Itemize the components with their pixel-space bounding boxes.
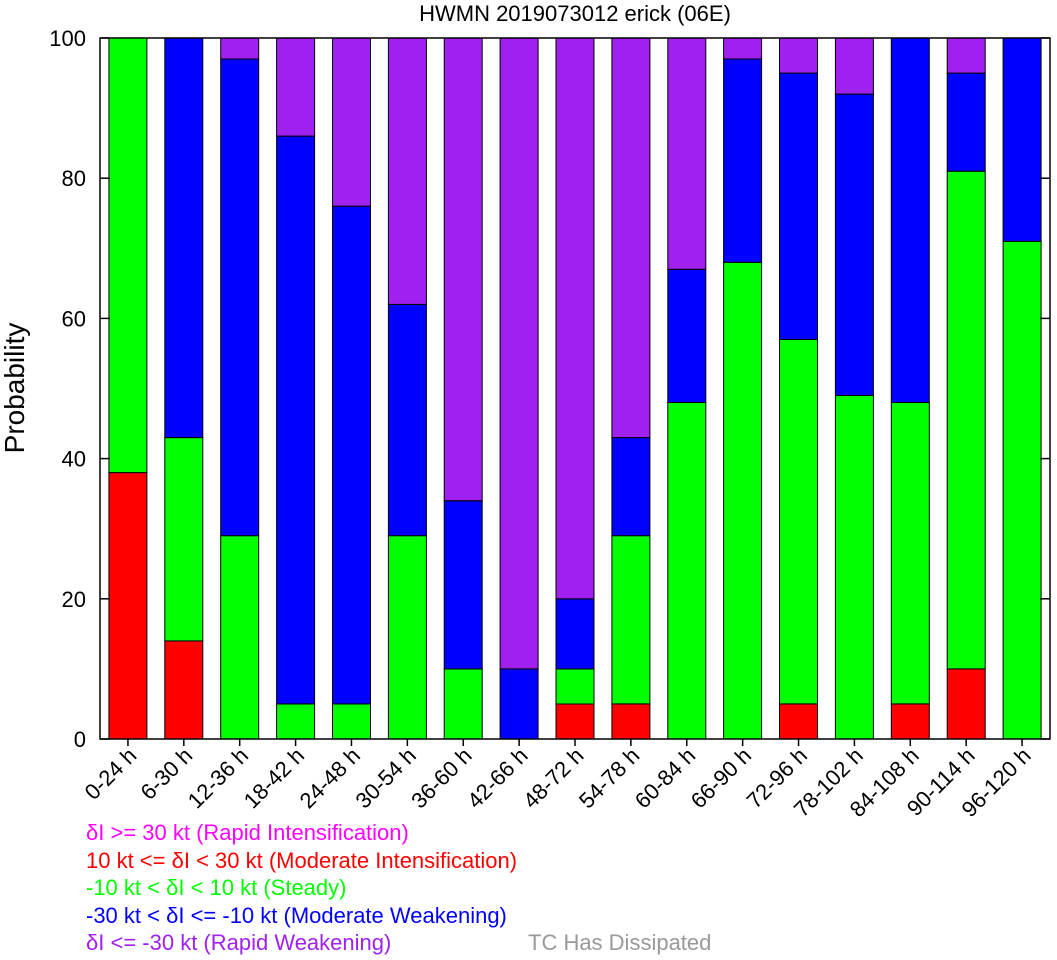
- bar-segment-48-72-h-s1: [555, 668, 595, 705]
- bar-segment-54-78-h-s1: [611, 535, 651, 705]
- bar-segment-90-114-h-s2: [946, 72, 986, 172]
- bar-segment-48-72-h-s0: [555, 703, 595, 740]
- x-tick-label: 0-24 h: [80, 743, 142, 805]
- bar-segment-84-108-h-s1: [890, 402, 930, 705]
- bar-segment-12-36-h-s1: [220, 535, 260, 740]
- y-axis-label: Probability: [0, 323, 30, 454]
- bar-segment-36-60-h-s3: [443, 37, 483, 502]
- legend-entry-steady: -10 kt < δI < 10 kt (Steady): [86, 875, 347, 900]
- bar-segment-96-120-h-s2: [1002, 37, 1042, 242]
- bar-segment-72-96-h-s1: [779, 338, 818, 705]
- bar-segment-36-60-h-s2: [443, 500, 483, 670]
- bar-segment-30-54-h-s2: [387, 303, 427, 537]
- bar-segment-60-84-h-s2: [667, 268, 707, 403]
- bar-segment-54-78-h-s3: [611, 37, 651, 439]
- bar-segment-6-30-h-s0: [164, 640, 204, 740]
- chart-title: HWMN 2019073012 erick (06E): [419, 1, 731, 26]
- x-tick-label: 24-48 h: [295, 743, 365, 813]
- bar-segment-84-108-h-s2: [890, 37, 930, 403]
- legend-note-dissipated: TC Has Dissipated: [528, 930, 712, 955]
- bar-segment-6-30-h-s2: [164, 37, 204, 439]
- bar-segment-72-96-h-s2: [779, 72, 818, 340]
- x-tick-label: 48-72 h: [518, 743, 588, 813]
- bar-segment-72-96-h-s0: [779, 703, 818, 740]
- legend-entry-moderate-intensification: 10 kt <= δI < 30 kt (Moderate Intensific…: [86, 848, 518, 873]
- bar-segment-54-78-h-s2: [611, 437, 651, 537]
- bar-segment-60-84-h-s3: [667, 37, 707, 270]
- bar-segment-0-24-h-s0: [108, 472, 148, 740]
- x-tick-label: 36-60 h: [406, 743, 476, 813]
- bar-segment-66-90-h-s2: [723, 58, 763, 263]
- bar-segment-90-114-h-s1: [946, 170, 986, 670]
- x-tick-label: 66-90 h: [686, 743, 756, 813]
- x-tick-label: 30-54 h: [350, 743, 420, 813]
- bar-segment-96-120-h-s1: [1002, 240, 1042, 740]
- bar-segment-66-90-h-s3: [723, 37, 763, 60]
- bar-segment-84-108-h-s0: [890, 703, 930, 740]
- bar-segment-48-72-h-s3: [555, 37, 595, 600]
- bar-segment-12-36-h-s2: [220, 58, 260, 537]
- bar-segment-90-114-h-s3: [946, 37, 986, 74]
- legend-entry-moderate-weakening: -30 kt < δI <= -10 kt (Moderate Weakenin…: [86, 903, 507, 928]
- y-tick-label: 60: [62, 306, 86, 331]
- bar-segment-66-90-h-s1: [723, 261, 763, 740]
- plot-frame: [99, 37, 1051, 740]
- x-tick-label: 12-36 h: [183, 743, 253, 813]
- y-tick-label: 40: [62, 447, 86, 472]
- legend-entry-rapid-intensification: δI >= 30 kt (Rapid Intensification): [86, 820, 409, 845]
- bar-segment-42-66-h-s3: [499, 37, 539, 670]
- bar-segment-60-84-h-s1: [667, 402, 707, 740]
- x-tick-label: 54-78 h: [574, 743, 644, 813]
- bar-segment-48-72-h-s2: [555, 598, 595, 670]
- bar-segment-78-102-h-s3: [834, 37, 874, 95]
- bar-segment-18-42-h-s2: [276, 135, 316, 705]
- y-tick-label: 80: [62, 166, 86, 191]
- bar-segment-24-48-h-s3: [332, 37, 371, 207]
- bar-segment-0-24-h-s1: [108, 37, 148, 474]
- bar-segment-54-78-h-s0: [611, 703, 651, 740]
- bar-segment-30-54-h-s1: [387, 535, 427, 740]
- legend-entry-rapid-weakening: δI <= -30 kt (Rapid Weakening): [86, 930, 392, 955]
- bar-segment-78-102-h-s2: [834, 93, 874, 396]
- bar-segment-72-96-h-s3: [779, 37, 818, 74]
- bars-layer: [108, 37, 1042, 740]
- bar-segment-18-42-h-s3: [276, 37, 316, 137]
- bar-segment-30-54-h-s3: [387, 37, 427, 305]
- bar-segment-24-48-h-s1: [332, 703, 371, 740]
- x-tick-label: 42-66 h: [462, 743, 532, 813]
- bar-segment-12-36-h-s3: [220, 37, 260, 60]
- bar-segment-24-48-h-s2: [332, 205, 371, 705]
- y-tick-label: 0: [74, 727, 86, 752]
- y-tick-label: 100: [49, 26, 86, 51]
- bar-segment-6-30-h-s1: [164, 437, 204, 642]
- x-tick-label: 60-84 h: [630, 743, 700, 813]
- y-tick-label: 20: [62, 587, 86, 612]
- bar-segment-42-66-h-s2: [499, 668, 539, 740]
- bar-segment-18-42-h-s1: [276, 703, 316, 740]
- x-tick-label: 18-42 h: [239, 743, 309, 813]
- bar-segment-78-102-h-s1: [834, 395, 874, 740]
- bar-segment-90-114-h-s0: [946, 668, 986, 740]
- bar-segment-36-60-h-s1: [443, 668, 483, 740]
